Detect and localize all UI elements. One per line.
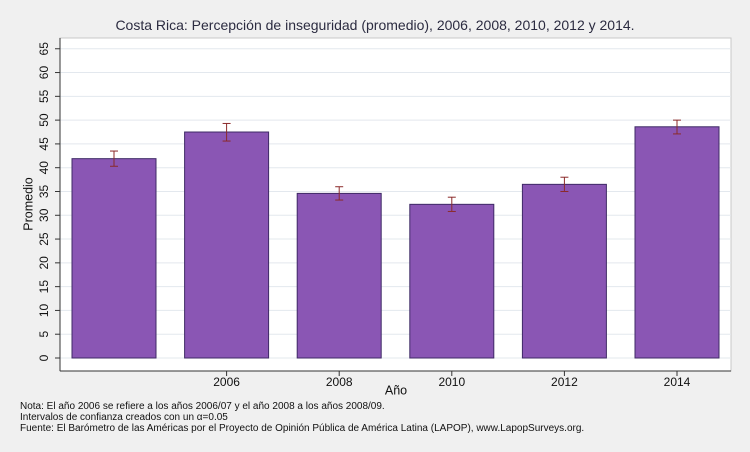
x-tick-label: 2010 — [438, 375, 465, 389]
bar — [521, 183, 607, 359]
bar — [634, 126, 720, 359]
y-tick-label: 35 — [37, 184, 51, 198]
plot-area — [59, 37, 732, 372]
note-line-3: Fuente: El Barómetro de las Américas por… — [20, 423, 585, 434]
y-tick-label: 5 — [37, 331, 51, 338]
x-tick-label: 2012 — [551, 375, 578, 389]
y-tick-label: 60 — [37, 66, 51, 80]
bar — [409, 203, 495, 359]
note-line-2: Intervalos de confianza creados con un α… — [20, 412, 228, 423]
bar — [184, 131, 270, 359]
bar — [296, 192, 382, 359]
y-tick-label: 55 — [37, 89, 51, 103]
note-line-1: Nota: El año 2006 se refiere a los años … — [20, 401, 385, 412]
y-tick-label: 20 — [37, 256, 51, 270]
chart-title: Costa Rica: Percepción de inseguridad (p… — [115, 17, 635, 33]
bar-chart: 0 5 10 15 20 25 30 35 40 45 50 55 60 65 Promedio 2006 20… — [21, 37, 732, 397]
y-tick-label: 25 — [37, 232, 51, 246]
x-tick-label: 2014 — [664, 375, 691, 389]
x-tick-label: 2008 — [326, 375, 353, 389]
x-axis-title: Año — [385, 383, 407, 397]
y-tick-label: 40 — [37, 161, 51, 175]
y-axis-title: Promedio — [21, 177, 35, 231]
y-tick-label: 50 — [37, 113, 51, 127]
y-tick-label: 10 — [37, 303, 51, 317]
chart-notes: Nota: El año 2006 se refiere a los años … — [20, 401, 584, 434]
y-tick-label: 0 — [37, 354, 51, 361]
y-tick-label: 65 — [37, 42, 51, 56]
y-tick-label: 30 — [37, 208, 51, 222]
x-tick-label: 2006 — [213, 375, 240, 389]
y-tick-label: 15 — [37, 280, 51, 294]
y-tick-label: 45 — [37, 137, 51, 151]
bar — [71, 158, 157, 359]
